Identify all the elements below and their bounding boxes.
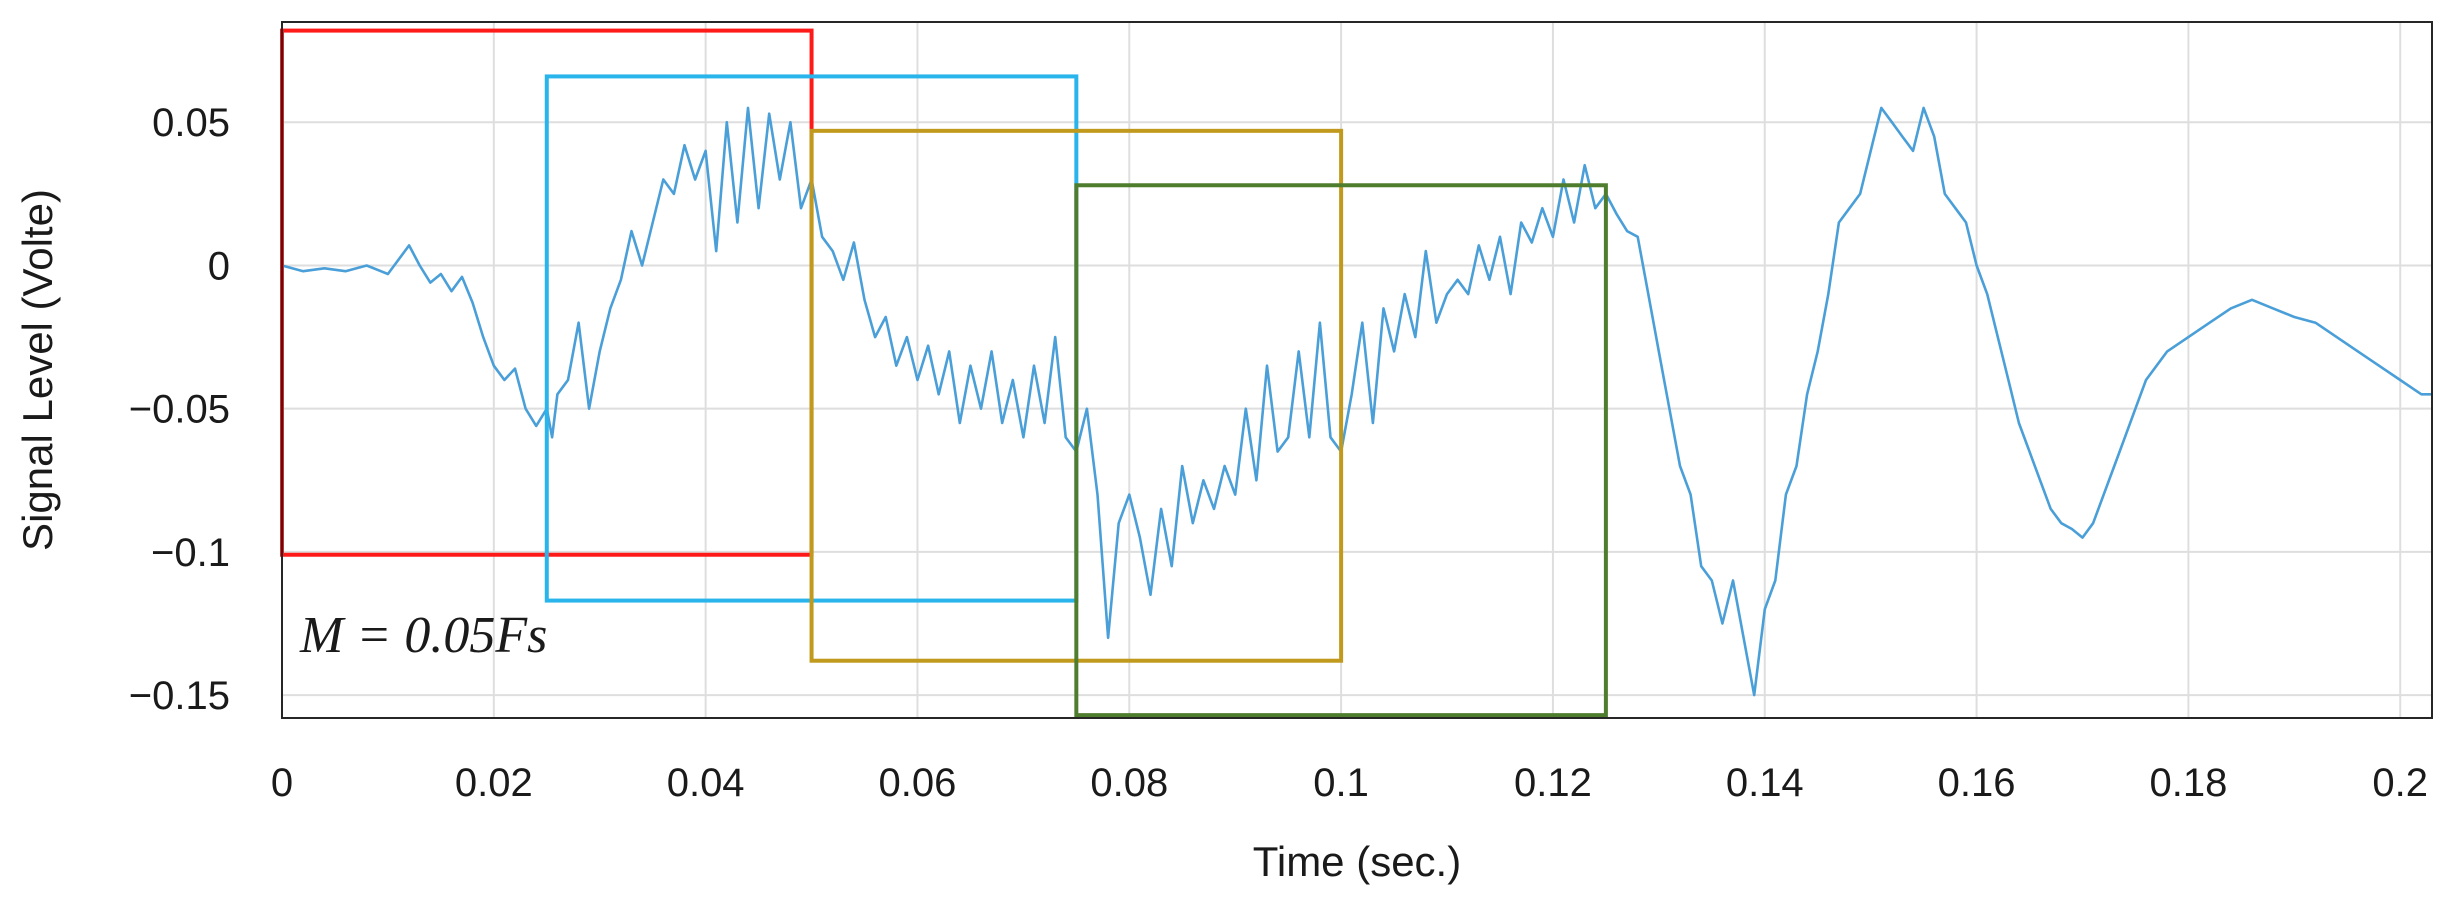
x-tick-label: 0.16 [1938,761,2016,805]
y-tick-label: −0.1 [151,531,230,575]
y-tick-label: −0.05 [129,388,230,432]
x-axis-label: Time (sec.) [1253,838,1461,885]
x-tick-label: 0.1 [1313,761,1369,805]
analysis-window-4 [1074,183,1608,718]
grid-lines [281,22,2432,718]
x-tick-label: 0.04 [667,761,745,805]
axes-frame [281,21,2433,719]
y-tick-label: 0.05 [152,101,230,145]
x-tick-label: 0.06 [879,761,957,805]
x-tick-label: 0.14 [1726,761,1804,805]
x-tick-label: 0 [271,761,293,805]
window-size-annotation: M = 0.05Fs [299,607,547,664]
series-layer [281,106,2432,697]
y-tick-label: −0.15 [129,674,230,718]
x-tick-label: 0.18 [2149,761,2227,805]
tick-labels: 0 0.02 0.04 0.06 0.08 0.1 0.12 0.14 0.16 0.18 0.2 0… [129,101,2428,805]
x-tick-label: 0.12 [1514,761,1592,805]
y-tick-label: 0 [208,244,230,288]
x-tick-label: 0.08 [1090,761,1168,805]
y-axis-label: Signal Level (Volte) [14,189,61,551]
x-tick-label: 0.02 [455,761,533,805]
signal-line [281,106,2432,697]
x-tick-label: 0.2 [2372,761,2428,805]
